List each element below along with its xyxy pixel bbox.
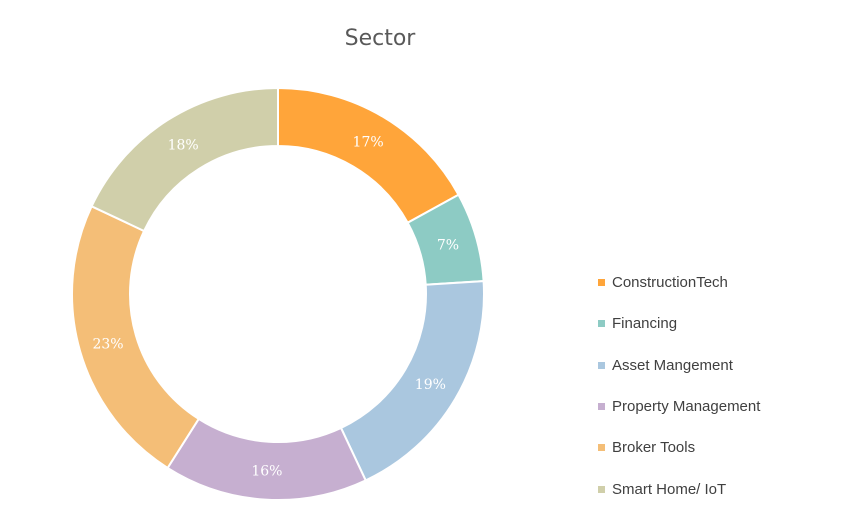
legend: ConstructionTech Financing Asset Mangement… [598, 262, 760, 510]
legend-item: ConstructionTech [598, 262, 760, 303]
legend-label: Asset Mangement [612, 356, 733, 374]
legend-swatch [598, 320, 605, 328]
legend-item: Asset Mangement [598, 345, 760, 386]
legend-item: Broker Tools [598, 427, 760, 468]
legend-swatch [598, 279, 605, 287]
legend-label: Smart Home/ IoT [612, 480, 727, 498]
legend-item: Financing [598, 303, 760, 344]
legend-label: ConstructionTech [612, 274, 728, 292]
legend-item: Property Management [598, 386, 760, 427]
donut-slice-1 [277, 86, 460, 225]
slice-label-1: 17% [353, 135, 384, 151]
donut-slice-3 [339, 280, 485, 482]
legend-label: Financing [612, 315, 678, 333]
legend-swatch [598, 485, 605, 493]
chart-title: Sector [344, 26, 416, 51]
slice-label-2: 7% [437, 238, 459, 254]
slice-label-3: 19% [415, 377, 446, 393]
legend-swatch [598, 403, 605, 411]
legend-label: Broker Tools [612, 439, 696, 457]
donut-slice-5 [71, 204, 201, 470]
legend-swatch [598, 361, 605, 369]
legend-swatch [598, 444, 605, 452]
slice-label-5: 23% [92, 336, 123, 352]
legend-item: Smart Home/ IoT [598, 468, 760, 509]
slice-label-4: 16% [251, 464, 282, 480]
slice-label-6: 18% [168, 138, 199, 154]
donut-slice-6 [90, 86, 279, 233]
legend-label: Property Management [612, 398, 761, 416]
donut-slice-4 [166, 417, 368, 501]
